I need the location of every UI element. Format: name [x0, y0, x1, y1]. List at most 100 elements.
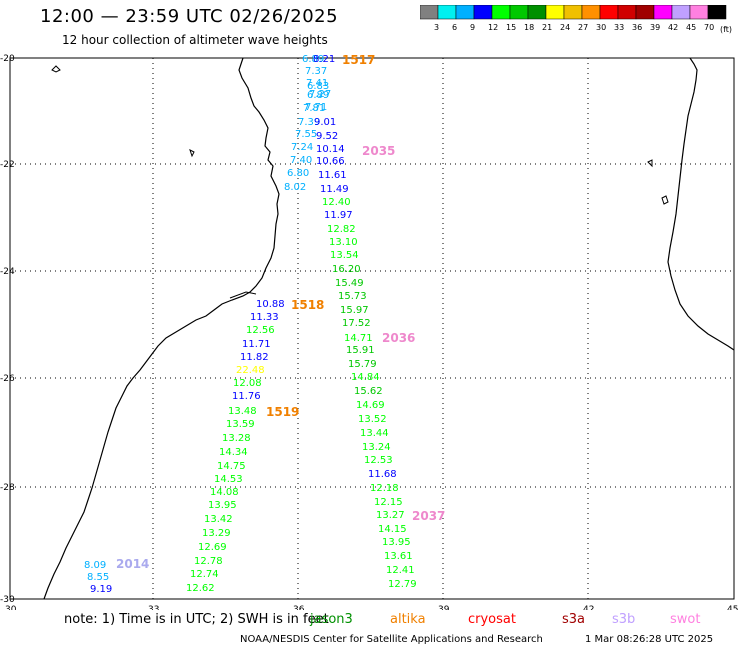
wave-height-label: 8.55	[87, 572, 109, 583]
lat-tick-label: -28	[0, 483, 15, 493]
wave-height-label: 13.48	[228, 406, 257, 417]
legend-label: 33	[614, 23, 625, 32]
lat-tick-label: -20	[0, 54, 15, 64]
wave-height-label: 13.44	[360, 428, 389, 439]
wave-height-label: 13.61	[384, 551, 413, 562]
satellite-swot: swot	[670, 612, 701, 627]
wave-height-label: 12.18	[370, 483, 399, 494]
islands	[51, 65, 669, 299]
wave-height-label: 11.97	[324, 210, 353, 221]
wave-height-label: 14.75	[217, 461, 246, 472]
lon-tick-label: 30	[5, 605, 17, 610]
legend-label: 36	[632, 23, 643, 32]
lat-tick-label: -26	[0, 374, 15, 384]
lat-tick-label: -30	[0, 595, 15, 605]
lon-tick-label: 42	[583, 605, 594, 610]
satellite-s3a: s3a	[562, 612, 586, 627]
wave-height-label: 13.27	[376, 510, 405, 521]
lon-tick-label: 39	[438, 605, 450, 610]
wave-height-label: 7.55	[295, 129, 317, 140]
legend-label: 45	[686, 23, 697, 32]
wave-height-label: 13.24	[362, 442, 391, 453]
lon-tick-label: 45	[727, 605, 738, 610]
wave-height-label: 12.82	[327, 224, 356, 235]
graticule	[10, 58, 734, 599]
wave-height-label: 6.83	[307, 81, 329, 92]
wave-height-label: 13.52	[358, 414, 387, 425]
wave-height-label: 15.49	[335, 278, 364, 289]
wave-height-label: 7.41	[306, 78, 328, 89]
legend-label: 27	[578, 23, 589, 32]
wave-height-label: 11.33	[250, 312, 279, 323]
legend-label: 15	[506, 23, 517, 32]
wave-height-label: 13.54	[330, 250, 359, 261]
wave-height-label: 7.39	[298, 117, 320, 128]
legend-label: 9	[470, 23, 476, 32]
wave-height-label: 12.15	[374, 497, 403, 508]
satellite-altika: altika	[390, 612, 426, 627]
pass-number-label: 1519	[266, 405, 299, 419]
pass-number-label: 1518	[291, 298, 324, 312]
wave-height-label: 14.15	[378, 524, 407, 535]
generated-timestamp: 1 Mar 08:26:28 UTC 2025	[585, 634, 714, 645]
wave-height-label: 8.02	[284, 182, 306, 193]
wave-height-label: 11.82	[240, 352, 269, 363]
wave-height-label: 12.08	[233, 378, 262, 389]
wave-height-label: 10.88	[256, 299, 285, 310]
wave-height-label: 16.20	[332, 264, 361, 275]
wave-height-label: 12.41	[386, 565, 415, 576]
wave-height-label: 7.81	[303, 103, 325, 114]
wave-height-label: 7.24	[291, 142, 313, 153]
wave-height-label: 13.95	[382, 537, 411, 548]
map-panel: 30 33 36 39 42 45 -20 -22 -24 -26 -28 -3…	[0, 53, 738, 610]
wave-height-label: 6.89	[302, 54, 324, 65]
plot-frame	[9, 57, 735, 600]
map-subtitle: 12 hour collection of altimeter wave hei…	[62, 33, 328, 47]
wave-height-label: 10.14	[316, 144, 345, 155]
wave-height-label: 15.73	[338, 291, 367, 302]
satellite-jason3: jason3	[310, 612, 353, 627]
wave-height-label: 13.42	[204, 514, 233, 525]
wave-height-label: 6.89	[307, 90, 329, 101]
wave-height-label: 13.28	[222, 433, 251, 444]
pass-number-labels: 1517 2035 1518 2036 1519 2037 2014	[116, 53, 445, 571]
lat-tick-label: -22	[0, 160, 15, 170]
pass-number-label: 1517	[342, 53, 375, 67]
footer-note: note: 1) Time is in UTC; 2) SWH is in fe…	[64, 612, 329, 627]
wave-height-label: 11.68	[368, 469, 397, 480]
wave-height-label: 6.80	[287, 168, 309, 179]
satellite-s3b: s3b	[612, 612, 636, 627]
wave-height-label: 14.08	[210, 487, 239, 498]
wave-height-label: 15.79	[348, 359, 377, 370]
wave-height-label: 7.27	[309, 89, 331, 100]
legend-label: 12	[488, 23, 499, 32]
lon-tick-label: 36	[293, 605, 305, 610]
wave-height-label: 8.21	[313, 54, 335, 65]
lat-tick-label: -24	[0, 267, 15, 277]
credit-line: NOAA/NESDIS Center for Satellite Applica…	[240, 634, 543, 645]
wave-height-label: 11.76	[232, 391, 261, 402]
wave-height-label: 22.48	[236, 365, 265, 376]
wave-height-label: 12.56	[246, 325, 275, 336]
wave-height-label: 9.52	[316, 131, 338, 142]
wave-height-label: 10.66	[316, 156, 345, 167]
wave-height-label: 15.62	[354, 386, 383, 397]
legend-label: 24	[560, 23, 571, 32]
pass-number-label: 2036	[382, 331, 415, 345]
legend-labels: 3 6 9 12 15 18 21 24 27 30 33 36 39 42 45 70	[420, 21, 730, 35]
wave-height-label: 14.69	[356, 400, 385, 411]
legend-label: 21	[542, 23, 553, 32]
pass-number-label: 2035	[362, 144, 395, 158]
pass-number-label: 2037	[412, 509, 445, 523]
wave-height-label: 15.97	[340, 305, 369, 316]
wave-height-label: 13.59	[226, 419, 255, 430]
wave-height-label: 12.62	[186, 583, 215, 594]
legend-unit: (ft)	[720, 25, 733, 34]
wave-height-label: 7.71	[305, 102, 327, 113]
wave-height-label: 14.34	[219, 447, 248, 458]
wave-height-label: 11.61	[318, 170, 347, 181]
legend-label: 70	[704, 23, 715, 32]
wave-height-label: 11.71	[242, 339, 271, 350]
wave-height-label: 12.79	[388, 579, 417, 590]
wave-height-label: 13.29	[202, 528, 231, 539]
